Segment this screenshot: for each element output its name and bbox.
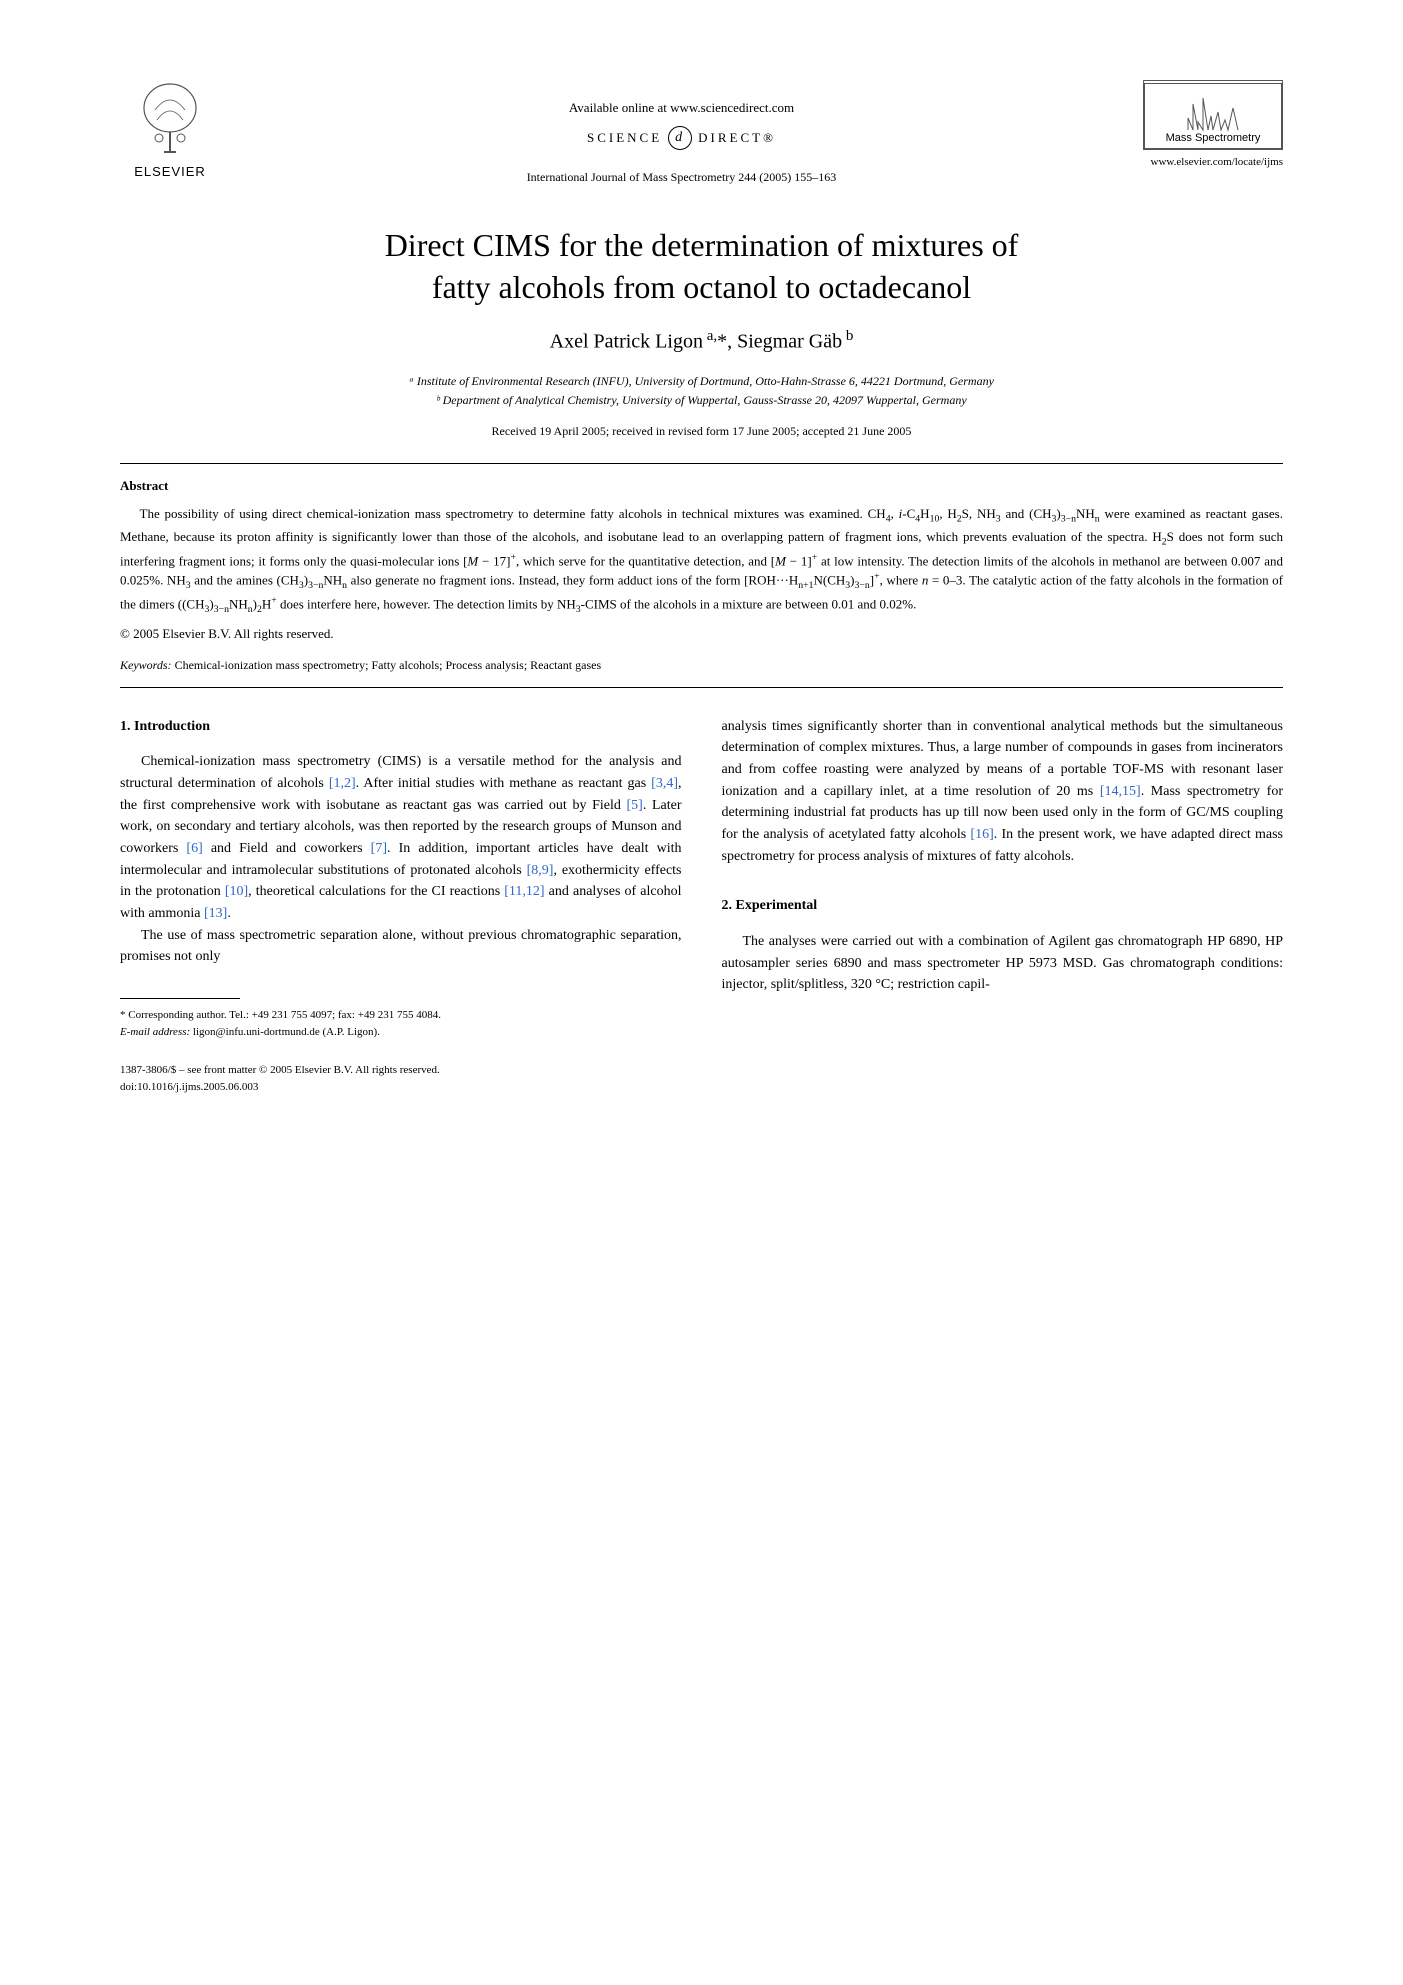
journal-logo-box: Mass Spectrometry [1143, 80, 1283, 150]
science-direct-logo: SCIENCE d DIRECT® [220, 126, 1143, 150]
body-columns: 1. Introduction Chemical-ionization mass… [120, 716, 1283, 1096]
journal-url: www.elsevier.com/locate/ijms [1143, 156, 1283, 168]
mass-spec-icon [1183, 92, 1243, 132]
sd-d-icon: d [668, 126, 692, 150]
front-matter: 1387-3806/$ – see front matter © 2005 El… [120, 1062, 682, 1079]
abstract-heading: Abstract [120, 478, 1283, 494]
journal-logo-block: Mass Spectrometry www.elsevier.com/locat… [1143, 80, 1283, 168]
title-line1: Direct CIMS for the determination of mix… [385, 227, 1019, 263]
sd-left: SCIENCE [587, 130, 662, 146]
affiliation-b: ᵇ Department of Analytical Chemistry, Un… [120, 391, 1283, 410]
center-header: Available online at www.sciencedirect.co… [220, 80, 1143, 185]
right-column: analysis times significantly shorter tha… [722, 716, 1284, 1096]
keywords: Keywords: Chemical-ionization mass spect… [120, 658, 1283, 673]
publisher-name: ELSEVIER [134, 164, 206, 179]
divider-top [120, 463, 1283, 464]
abstract-body: The possibility of using direct chemical… [120, 504, 1283, 617]
keywords-text: Chemical-ionization mass spectrometry; F… [172, 658, 602, 672]
title-line2: fatty alcohols from octanol to octadecan… [432, 269, 971, 305]
journal-logo-text: Mass Spectrometry [1149, 132, 1277, 144]
header-row: ELSEVIER Available online at www.science… [120, 80, 1283, 185]
intro-p3: analysis times significantly shorter tha… [722, 716, 1284, 868]
publisher-logo: ELSEVIER [120, 80, 220, 179]
article-title: Direct CIMS for the determination of mix… [120, 225, 1283, 308]
available-online-text: Available online at www.sciencedirect.co… [220, 100, 1143, 116]
corresponding-author: * Corresponding author. Tel.: +49 231 75… [120, 1007, 682, 1024]
abstract-paragraph: The possibility of using direct chemical… [120, 504, 1283, 617]
exp-p1: The analyses were carried out with a com… [722, 931, 1284, 996]
intro-p1: Chemical-ionization mass spectrometry (C… [120, 751, 682, 925]
email-label: E-mail address: [120, 1026, 190, 1038]
email-line: E-mail address: ligon@infu.uni-dortmund.… [120, 1024, 682, 1041]
bottom-info: 1387-3806/$ – see front matter © 2005 El… [120, 1062, 682, 1095]
footnote-block: * Corresponding author. Tel.: +49 231 75… [120, 1007, 682, 1040]
intro-heading: 1. Introduction [120, 716, 682, 738]
experimental-heading: 2. Experimental [722, 895, 1284, 917]
footnote-separator [120, 998, 240, 999]
affiliation-a: ᵃ Institute of Environmental Research (I… [120, 372, 1283, 391]
article-dates: Received 19 April 2005; received in revi… [120, 424, 1283, 439]
left-column: 1. Introduction Chemical-ionization mass… [120, 716, 682, 1096]
doi: doi:10.1016/j.ijms.2005.06.003 [120, 1079, 682, 1096]
email-value: ligon@infu.uni-dortmund.de (A.P. Ligon). [190, 1026, 380, 1038]
authors: Axel Patrick Ligon a,*, Siegmar Gäb b [120, 328, 1283, 354]
journal-reference: International Journal of Mass Spectromet… [220, 170, 1143, 185]
keywords-label: Keywords: [120, 658, 172, 672]
affiliations: ᵃ Institute of Environmental Research (I… [120, 372, 1283, 410]
intro-p2: The use of mass spectrometric separation… [120, 925, 682, 968]
divider-bottom [120, 687, 1283, 688]
elsevier-tree-icon [135, 80, 205, 160]
sd-right: DIRECT® [698, 130, 776, 146]
copyright: © 2005 Elsevier B.V. All rights reserved… [120, 626, 1283, 642]
